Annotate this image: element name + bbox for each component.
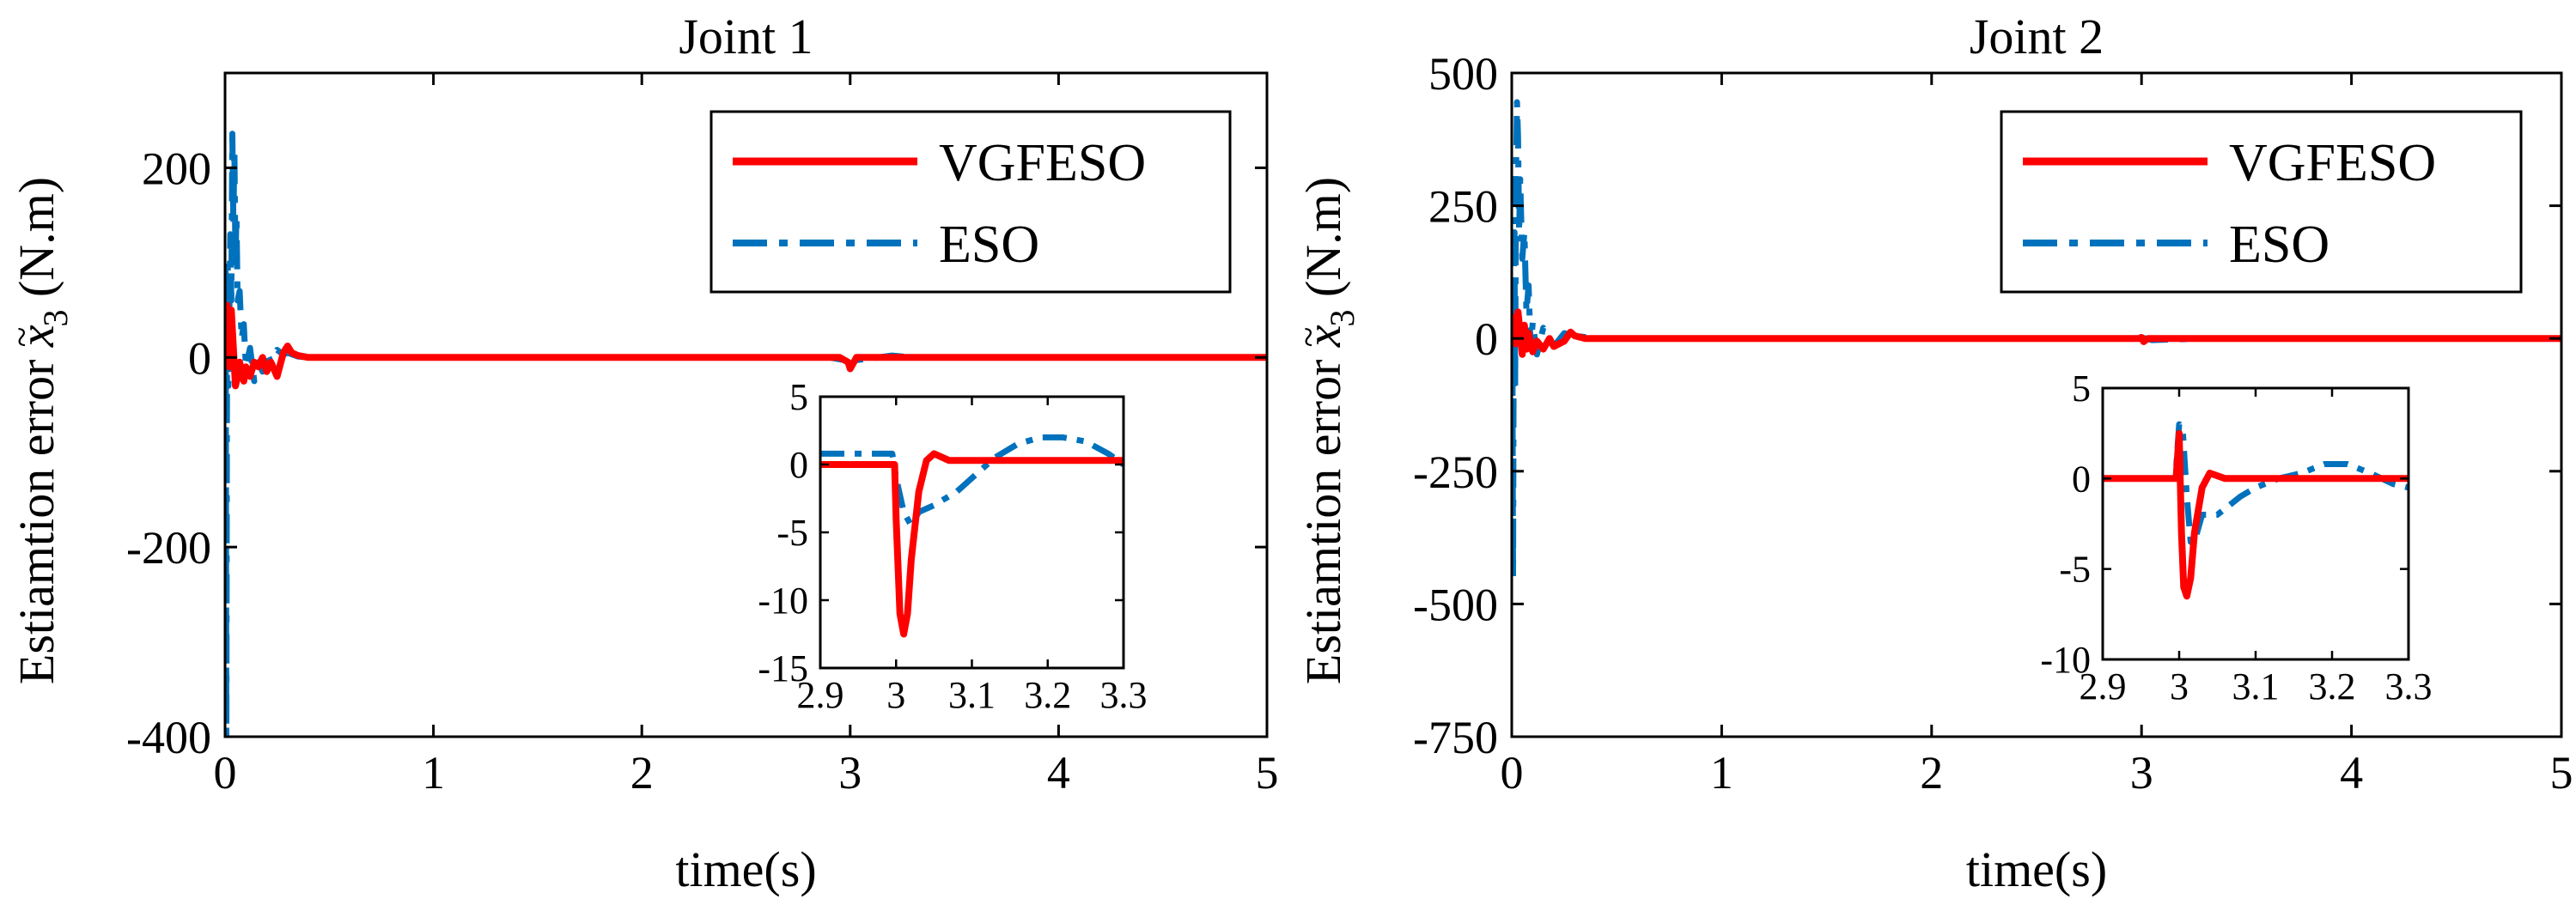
inset-series-group [2103, 421, 2409, 600]
inset-eso-line [2103, 421, 2409, 545]
x-tick-label: 4 [1047, 747, 1070, 799]
y-axis-label-tilde: ~ [1288, 327, 1330, 348]
x-axis-label: time(s) [675, 841, 816, 897]
legend-entry-label: ESO [2229, 216, 2329, 274]
legend: VGFESO ESO [2000, 110, 2523, 294]
y-tick-label: -750 [1413, 712, 1498, 763]
series-group [1512, 99, 2561, 580]
y-tick-label: -250 [1413, 446, 1498, 498]
inset: 2.9 3 3.1 3.2 3.3 5 0 -5 -10 [2040, 367, 2432, 708]
y-tick-label: 0 [1475, 313, 1498, 365]
legend-entry-label: ESO [939, 216, 1039, 274]
y-axis-label-unit: (N.m) [1295, 177, 1351, 310]
inset: 2.9 3 3.1 3.2 3.3 5 0 -5 -10 -15 [758, 376, 1147, 716]
y-tick-label: -400 [126, 712, 211, 763]
inset-x-tick-label: 3.2 [2309, 665, 2356, 708]
vgfeso-series-line [1512, 308, 2561, 358]
inset-x-tick-label: 2.9 [2080, 665, 2127, 708]
y-axis-label-sub: 3 [36, 310, 75, 327]
x-tick-label: 0 [1501, 747, 1524, 799]
inset-y-tick-label: -10 [758, 580, 808, 622]
inset-vgfeso-line [820, 450, 1124, 638]
inset-x-tick-label: 3.3 [2385, 665, 2433, 708]
chart-title: Joint 2 [1970, 9, 2104, 64]
inset-x-tick-label: 3.2 [1024, 674, 1071, 716]
x-tick-label: 2 [630, 747, 654, 799]
y-axis-label-sub: 3 [1323, 310, 1361, 327]
inset-series-group [820, 434, 1124, 638]
legend-box [2000, 110, 2523, 294]
y-axis-label: Estiamtion error x~3 (N.m) [1, 177, 75, 684]
x-tick-label: 5 [1256, 747, 1279, 799]
legend-entry-label: VGFESO [939, 134, 1146, 192]
x-tick-label: 3 [838, 747, 862, 799]
vgfeso-series-line [225, 301, 1267, 390]
y-axis-label-text: Estiamtion error [1295, 347, 1351, 684]
inset-y-tick-label: -5 [776, 512, 808, 554]
y-axis-label-tilde: ~ [1, 327, 43, 348]
inset-x-tick-label: 3 [2170, 665, 2189, 708]
y-axis-label: Estiamtion error x~3 (N.m) [1288, 177, 1361, 684]
y-axis-label-var: x [1295, 325, 1351, 348]
y-tick-label: 250 [1428, 181, 1498, 233]
x-tick-label: 4 [2340, 747, 2363, 799]
y-axis-label-unit: (N.m) [9, 177, 64, 310]
x-tick-label: 1 [422, 747, 445, 799]
inset-x-tick-label: 3.1 [948, 674, 996, 716]
x-tick-label: 5 [2550, 747, 2573, 799]
plot-frame [1510, 71, 2563, 738]
inset-background [820, 397, 1124, 668]
inset-x-tick-label: 3.3 [1100, 674, 1148, 716]
joint-1-panel: Joint 1 0 1 2 3 4 5 -400 -200 0 200 time(s) Estiamti… [1, 9, 1279, 897]
y-tick-label: 200 [142, 143, 211, 194]
y-tick-label: -500 [1413, 579, 1498, 630]
inset-y-tick-label: 0 [2072, 458, 2091, 500]
inset-y-tick-label: -5 [2059, 549, 2091, 591]
legend-entry-label: VGFESO [2229, 134, 2436, 192]
plot-frame [223, 71, 1269, 738]
y-tick-label: 500 [1428, 48, 1498, 100]
x-tick-label: 3 [2130, 747, 2153, 799]
x-tick-label: 2 [1920, 747, 1943, 799]
legend: VGFESO ESO [709, 110, 1232, 294]
x-axis-label: time(s) [1966, 841, 2107, 897]
x-tick-label: 0 [214, 747, 237, 799]
joint-2-panel: Joint 2 0 1 2 3 4 5 500 250 0 -250 -500 -750 time(s) E… [1288, 9, 2573, 897]
inset-y-tick-label: 5 [2072, 367, 2091, 410]
inset-background [2103, 388, 2409, 659]
inset-y-tick-label: 0 [789, 444, 808, 486]
y-axis-label-var: x [9, 325, 64, 348]
y-axis-label-text: Estiamtion error [9, 347, 64, 684]
y-tick-label: 0 [188, 332, 211, 384]
chart-title: Joint 1 [679, 9, 813, 64]
legend-box [709, 110, 1232, 294]
inset-x-tick-label: 2.9 [797, 674, 844, 716]
inset-y-tick-label: 5 [789, 376, 808, 418]
series-group [225, 131, 1267, 737]
inset-vgfeso-line [2103, 429, 2409, 600]
x-tick-label: 1 [1710, 747, 1733, 799]
inset-x-tick-label: 3.1 [2232, 665, 2280, 708]
inset-y-tick-label: -10 [2040, 639, 2091, 681]
inset-y-tick-label: -15 [758, 647, 808, 689]
inset-x-tick-label: 3 [886, 674, 905, 716]
y-tick-label: -200 [126, 522, 211, 574]
